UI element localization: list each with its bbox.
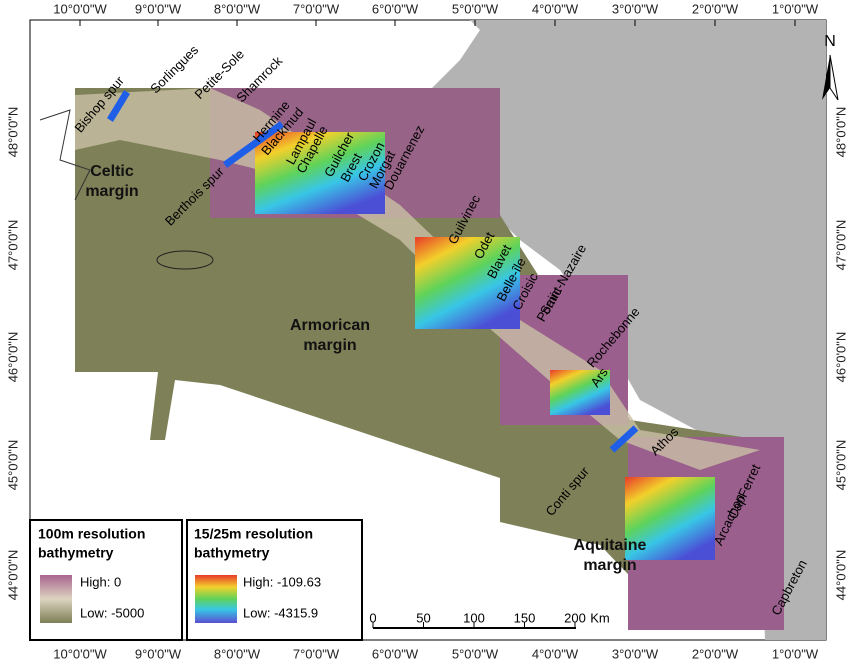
bathymetry-100m [75,88,762,628]
longitude-label: 6°0'0"W [372,646,419,661]
legend-high: High: 0 [80,574,121,589]
scale-unit: Km [590,610,610,625]
longitude-label: 2°0'0"W [692,1,739,16]
region-label: Aquitaine [574,537,647,554]
hires-bathymetry [255,132,385,214]
legend-title: bathymetry [194,545,270,561]
longitude-label: 10°0'0"W [53,646,107,661]
legend [29,519,363,641]
hires-bathymetry [415,237,520,329]
spur-marker [107,90,130,122]
longitude-label: 4°0'0"W [532,1,579,16]
legend-low: Low: -4315.9 [243,605,318,620]
latitude-label: 47°0'0"N [833,220,848,271]
longitude-label: 1°0'0"W [772,1,819,16]
latitude-label: 44°0'0"N [833,550,848,601]
latitude-label: 48°0'0"N [833,107,848,158]
north-label: N [824,33,836,50]
longitude-label: 4°0'0"W [532,646,579,661]
longitude-label: 10°0'0"W [53,1,107,16]
spur-marker [609,425,639,453]
scale-label: 150 [514,610,536,625]
latitude-label: 46°0'0"N [5,332,20,383]
region-label: margin [85,183,138,200]
region-label: margin [303,337,356,354]
region-label: Celtic [90,163,134,180]
latitude-label: 45°0'0"N [833,440,848,491]
legend-high: High: -109.63 [243,574,321,589]
longitude-label: 8°0'0"W [214,1,261,16]
latitude-label: 47°0'0"N [5,220,20,271]
legend-low: Low: -5000 [80,605,144,620]
latitude-label: 48°0'0"N [5,107,20,158]
legend-title: 100m resolution [38,526,145,542]
spur-marker [222,121,285,168]
legend-title: bathymetry [38,545,114,561]
longitude-label: 6°0'0"W [372,1,419,16]
legend-title: 15/25m resolution [194,526,313,542]
longitude-label: 5°0'0"W [452,1,499,16]
north-arrow [822,54,839,101]
scale-label: 200 [564,610,586,625]
island [156,250,214,270]
longitude-label: 8°0'0"W [214,646,261,661]
longitude-label: 7°0'0"W [293,646,340,661]
longitude-label: 1°0'0"W [772,646,819,661]
latitude-label: 44°0'0"N [5,550,20,601]
region-label: Armorican [290,317,370,334]
longitude-label: 5°0'0"W [452,646,499,661]
longitude-label: 3°0'0"W [612,1,659,16]
coastline [39,109,91,201]
longitude-label: 2°0'0"W [692,646,739,661]
map-frame [29,19,839,641]
longitude-label: 9°0'0"W [135,1,182,16]
scale-label: 100 [463,610,485,625]
region-label: margin [583,557,636,574]
longitude-label: 7°0'0"W [293,1,340,16]
scale-label: 50 [416,610,430,625]
hires-bathymetry [550,370,610,415]
longitude-label: 3°0'0"W [612,646,659,661]
scale-label: 0 [369,610,376,625]
latitude-label: 45°0'0"N [5,440,20,491]
hires-bathymetry [625,477,715,560]
latitude-label: 46°0'0"N [833,332,848,383]
longitude-label: 9°0'0"W [135,646,182,661]
